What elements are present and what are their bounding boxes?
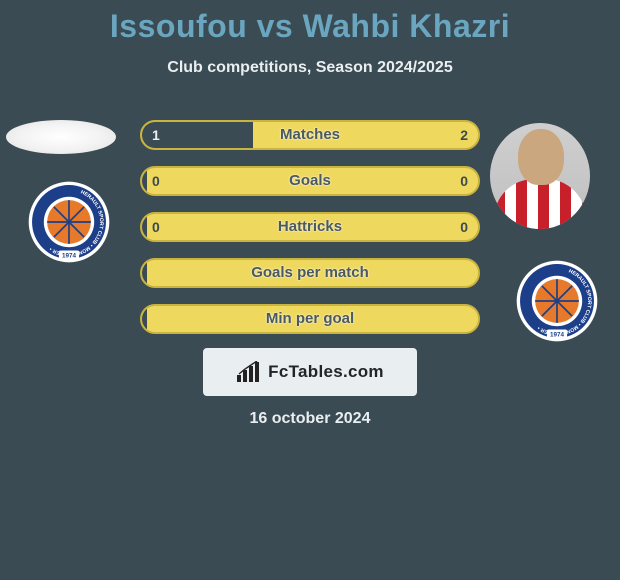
stat-value-left: 0	[152, 212, 160, 242]
logo-bars-icon	[236, 361, 262, 383]
stat-label: Matches	[140, 120, 480, 150]
player2-jersey	[494, 179, 586, 229]
stat-value-right: 0	[460, 166, 468, 196]
stat-value-right: 0	[460, 212, 468, 242]
stat-value-right: 2	[460, 120, 468, 150]
stats-bars: Matches12Goals00Hattricks00Goals per mat…	[140, 120, 480, 350]
player2-head	[518, 129, 564, 185]
stat-label: Hattricks	[140, 212, 480, 242]
stat-row: Goals per match	[140, 258, 480, 288]
svg-text:1974: 1974	[550, 331, 565, 338]
player2-club-crest: HERAULT SPORT CLUB • MONTPELLIER • 1974	[515, 259, 599, 343]
stat-row: Goals0 0	[140, 166, 480, 196]
stat-label: Goals	[140, 166, 480, 196]
player1-club-crest: HERAULT SPORT CLUB • MONTPELLIER • 1974	[27, 180, 111, 264]
stat-label: Goals per match	[140, 258, 480, 288]
comparison-card: Issoufou vs Wahbi Khazri Club competitio…	[0, 0, 620, 580]
fctables-logo: FcTables.com	[203, 348, 417, 396]
stat-value-left: 0	[152, 166, 160, 196]
svg-text:1974: 1974	[62, 252, 77, 259]
logo-text: FcTables.com	[268, 362, 384, 382]
player2-photo	[490, 123, 590, 229]
date-text: 16 october 2024	[0, 410, 620, 428]
stat-row: Hattricks0 0	[140, 212, 480, 242]
stat-label: Min per goal	[140, 304, 480, 334]
page-title: Issoufou vs Wahbi Khazri	[0, 0, 620, 45]
stat-value-left: 1	[152, 120, 160, 150]
player1-photo-placeholder	[6, 120, 116, 154]
stat-row: Min per goal	[140, 304, 480, 334]
subtitle: Club competitions, Season 2024/2025	[0, 59, 620, 77]
stat-row: Matches1 2	[140, 120, 480, 150]
